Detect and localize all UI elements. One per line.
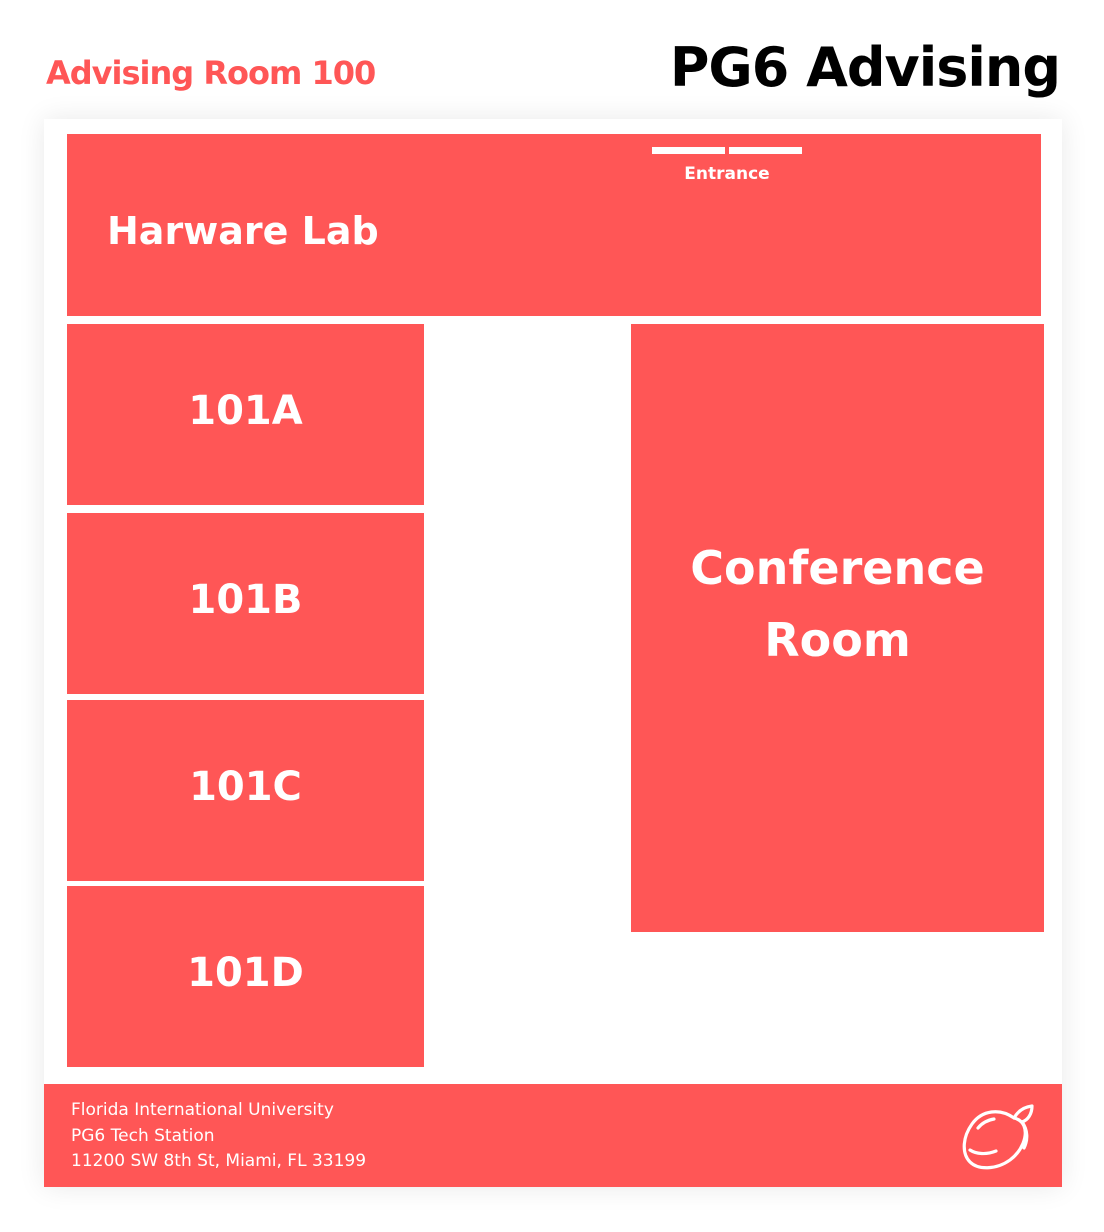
room-101c-label: 101C [189, 763, 302, 810]
page-title: PG6 Advising [669, 36, 1061, 99]
room-101a-label: 101A [188, 387, 303, 434]
entrance-label: Entrance [684, 164, 770, 184]
entrance-door-right [729, 147, 802, 154]
entrance-door-left [652, 147, 725, 154]
room-101d: 101D [67, 886, 424, 1067]
room-conference-label: Conference Room [690, 541, 985, 667]
room-hardware-lab: Entrance Harware Lab [67, 134, 1041, 316]
room-101b: 101B [67, 513, 424, 694]
footer-line-station: PG6 Tech Station [71, 1125, 215, 1146]
room-101b-label: 101B [188, 576, 303, 623]
room-101d-label: 101D [187, 949, 304, 996]
page-subtitle: Advising Room 100 [46, 54, 376, 92]
mango-icon [958, 1100, 1038, 1172]
room-101c: 101C [67, 700, 424, 881]
floor-plan-card: Entrance Harware Lab 101A 101B 101C 101D… [44, 119, 1062, 1187]
footer-line-university: Florida International University [71, 1100, 334, 1120]
room-hardware-lab-label: Harware Lab [107, 209, 379, 253]
room-101a: 101A [67, 324, 424, 505]
footer-line-street: 11200 SW 8th St, Miami, FL 33199 [71, 1151, 367, 1171]
room-conference: Conference Room [631, 324, 1044, 932]
footer-address: Florida International University PG6 Tec… [71, 1098, 366, 1175]
footer: Florida International University PG6 Tec… [44, 1084, 1062, 1187]
